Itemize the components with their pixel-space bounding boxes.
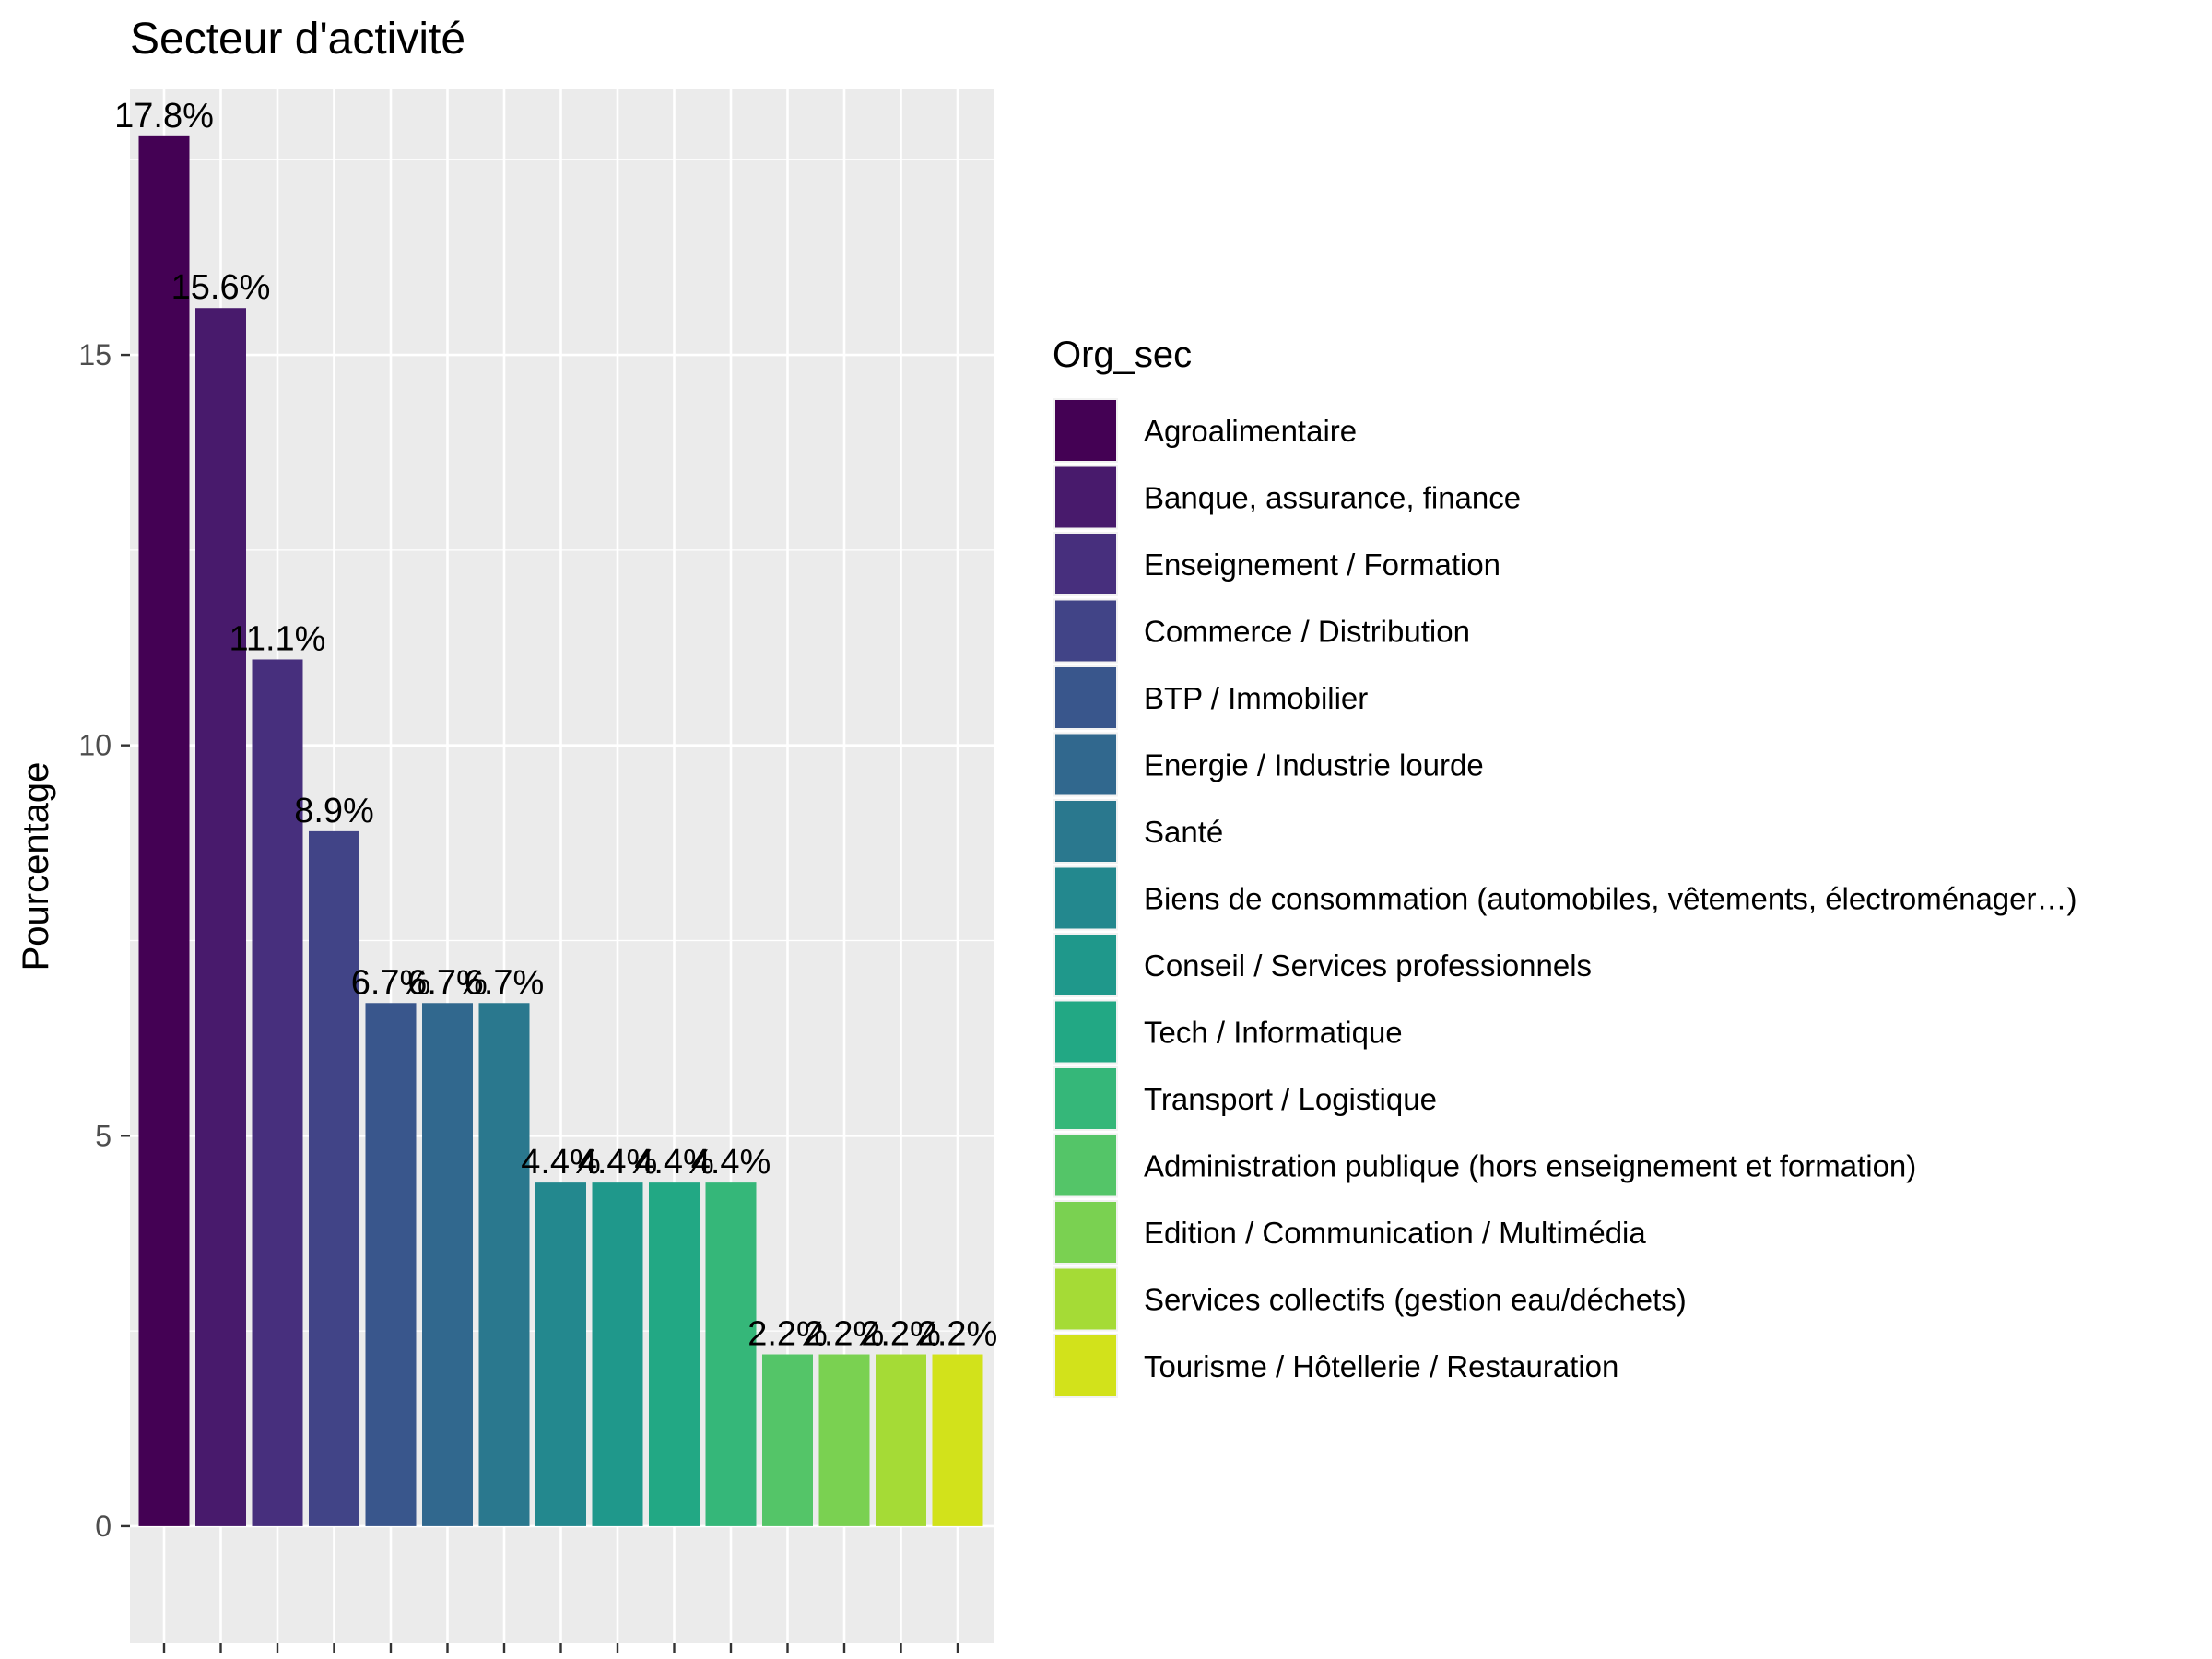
- legend-key: [1055, 801, 1116, 862]
- bar-value-label: 2.2%: [805, 1315, 885, 1354]
- bar: [252, 659, 303, 1526]
- legend-label: Biens de consommation (automobiles, vête…: [1144, 882, 2077, 916]
- y-tick-label: 0: [95, 1510, 112, 1543]
- bar: [365, 1003, 417, 1526]
- bar: [535, 1182, 586, 1526]
- bar: [818, 1354, 870, 1526]
- legend-key: [1055, 734, 1116, 795]
- bar-value-label: 4.4%: [521, 1143, 601, 1182]
- bar: [876, 1354, 926, 1526]
- bar: [932, 1354, 983, 1526]
- legend-key: [1055, 1001, 1116, 1063]
- bar: [705, 1182, 757, 1526]
- legend-key: [1055, 534, 1116, 594]
- y-axis-title: Pourcentage: [16, 762, 56, 971]
- bar-value-label: 4.4%: [691, 1143, 771, 1182]
- legend-label: Conseil / Services professionnels: [1144, 948, 1592, 982]
- legend-key: [1055, 1202, 1116, 1263]
- y-tick-label: 10: [78, 729, 112, 762]
- legend-key: [1055, 1068, 1116, 1129]
- bar: [762, 1354, 813, 1526]
- legend-label: Agroalimentaire: [1144, 414, 1357, 448]
- legend-title: Org_sec: [1053, 335, 1192, 375]
- bar: [649, 1182, 700, 1526]
- bar: [592, 1182, 643, 1526]
- bar: [138, 135, 190, 1526]
- bar-value-label: 6.7%: [407, 963, 488, 1002]
- legend-key: [1055, 400, 1116, 461]
- legend-label: BTP / Immobilier: [1144, 681, 1368, 715]
- legend-label: Tourisme / Hôtellerie / Restauration: [1144, 1349, 1618, 1383]
- bar: [478, 1003, 530, 1526]
- legend-label: Santé: [1144, 815, 1223, 849]
- y-tick-label: 5: [95, 1119, 112, 1152]
- bar: [422, 1003, 473, 1526]
- legend-key: [1055, 667, 1116, 728]
- bar-value-label: 4.4%: [634, 1143, 714, 1182]
- bar-value-label: 6.7%: [351, 963, 431, 1002]
- legend-label: Administration publique (hors enseigneme…: [1144, 1149, 1916, 1183]
- bar-value-label: 17.8%: [114, 97, 214, 135]
- bar: [195, 308, 246, 1526]
- y-tick-label: 15: [78, 338, 112, 371]
- legend-label: Edition / Communication / Multimédia: [1144, 1216, 1646, 1250]
- legend: Org_sec Agroalimentaire Banque, assurance…: [1053, 335, 2077, 1398]
- bar-value-label: 2.2%: [918, 1315, 998, 1354]
- legend-label: Energie / Industrie lourde: [1144, 748, 1484, 782]
- bar-value-label: 2.2%: [747, 1315, 828, 1354]
- legend-key: [1055, 1268, 1116, 1330]
- bar-value-label: 11.1%: [229, 619, 326, 658]
- legend-label: Tech / Informatique: [1144, 1016, 1403, 1050]
- legend-label: Transport / Logistique: [1144, 1082, 1437, 1116]
- legend-key: [1055, 1135, 1116, 1196]
- bar-labels: 17.8%15.6%11.1%8.9%6.7%6.7%6.7%4.4%4.4%4…: [114, 97, 997, 1354]
- legend-label: Banque, assurance, finance: [1144, 481, 1521, 515]
- legend-key: [1055, 1335, 1116, 1396]
- x-axis: [162, 1643, 959, 1653]
- legend-label: Services collectifs (gestion eau/déchets…: [1144, 1283, 1687, 1317]
- legend-label: Commerce / Distribution: [1144, 615, 1470, 649]
- legend-key: [1055, 935, 1116, 995]
- legend-label: Enseignement / Formation: [1144, 547, 1500, 582]
- legend-key: [1055, 867, 1116, 929]
- bar-value-label: 2.2%: [861, 1315, 941, 1354]
- chart-title: Secteur d'activité: [130, 15, 465, 64]
- bar-value-label: 8.9%: [294, 792, 374, 830]
- legend-items: Agroalimentaire Banque, assurance, financ…: [1053, 398, 2077, 1398]
- bars: [138, 135, 983, 1526]
- bar-value-label: 6.7%: [465, 963, 545, 1002]
- bar: [309, 830, 359, 1526]
- legend-key: [1055, 466, 1116, 528]
- y-axis: 0 5 10 15: [78, 338, 130, 1543]
- bar-value-label: 15.6%: [171, 268, 271, 307]
- legend-key: [1055, 600, 1116, 662]
- bar-value-label: 4.4%: [578, 1143, 658, 1182]
